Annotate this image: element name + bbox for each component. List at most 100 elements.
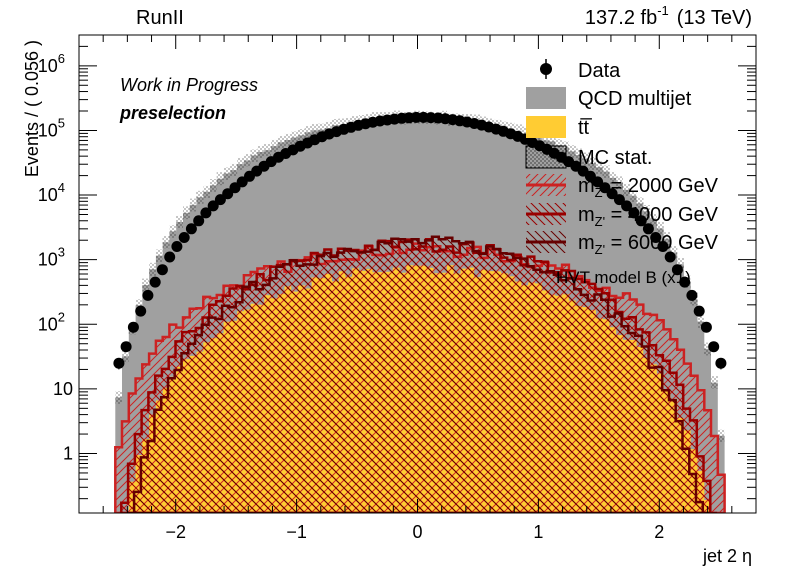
data-point: [650, 232, 662, 243]
legend-signal-2000-mass: = 2000 GeV: [605, 175, 719, 197]
data-point-marker: [120, 341, 132, 353]
data-point: [171, 241, 183, 252]
histogram-layer: [114, 110, 726, 513]
data-point: [214, 194, 226, 206]
data-point: [606, 188, 618, 200]
legend-signal-4000-mass: = 4000 GeV: [605, 204, 719, 226]
y-tick-label: 1: [63, 444, 73, 464]
data-point-marker: [635, 215, 647, 227]
y-tick-label: 105: [38, 115, 65, 140]
data-point: [599, 182, 611, 194]
data-point: [708, 341, 720, 353]
lumi-value: 137.2 fb: [585, 7, 657, 29]
legend-signal-4000-prefix: m: [578, 204, 595, 226]
data-point-marker: [671, 264, 683, 276]
data-point-marker: [200, 207, 212, 219]
data-point: [113, 357, 125, 370]
data-point-marker: [708, 341, 720, 353]
legend-mcstat: MC stat.: [525, 145, 652, 169]
x-tick-label: 2: [654, 522, 664, 542]
legend-mcstat-label: MC stat.: [578, 147, 652, 169]
data-point: [149, 276, 161, 288]
legend-ttbar-label: tt̅: [578, 117, 592, 139]
legend-model-label: HVT model B (x1): [556, 268, 691, 287]
data-point: [156, 264, 168, 276]
data-point: [207, 200, 219, 212]
legend-signal-6000-mass: = 6000 GeV: [605, 232, 719, 254]
data-point: [635, 215, 647, 227]
data-point: [642, 223, 654, 235]
axes-layer: −2 −1 0 1 2 1 10 102 103 104 105 106: [38, 34, 757, 542]
data-point-marker: [135, 305, 147, 317]
data-point: [693, 305, 705, 317]
data-point-marker: [700, 321, 712, 333]
data-point-marker: [642, 223, 654, 235]
data-point: [686, 289, 698, 301]
legend-ttbar-swatch: [526, 116, 566, 138]
data-point: [621, 200, 633, 212]
legend-signal-6000-prefix: m: [578, 232, 595, 254]
data-point: [142, 289, 154, 301]
x-tick-label: 0: [412, 522, 422, 542]
data-point: [178, 232, 190, 243]
data-point: [164, 251, 176, 263]
data-point-marker: [664, 251, 676, 263]
data-point: [628, 207, 640, 219]
legend-signal-6000-sub: Z': [595, 242, 605, 257]
legend-signal-4000-sub: Z': [595, 214, 605, 229]
data-point-marker: [650, 232, 662, 243]
data-point: [200, 207, 212, 219]
x-axis-title: jet 2 η: [702, 546, 752, 566]
legend-mcstat-swatch: [525, 145, 567, 169]
legend-signal-2000: mZ' = 2000 GeV: [526, 174, 719, 200]
legend-data-marker: [540, 63, 552, 75]
data-points-layer: [113, 111, 727, 370]
data-point-marker: [599, 182, 611, 194]
run-label: RunII: [136, 7, 184, 29]
data-point-marker: [185, 223, 197, 235]
data-point: [193, 215, 205, 227]
lumi-exponent: -1: [657, 3, 669, 18]
data-point-marker: [613, 194, 625, 206]
legend-qcd-label: QCD multijet: [578, 88, 692, 110]
data-point-marker: [171, 241, 183, 252]
legend-signal-2000-prefix: m: [578, 175, 595, 197]
lumi-label: 137.2 fb-1 (13 TeV): [585, 3, 752, 29]
data-point: [700, 321, 712, 333]
data-point: [135, 305, 147, 317]
legend-signal-6000: mZ' = 6000 GeV: [526, 231, 719, 257]
data-point: [715, 357, 727, 370]
selection-annotation: preselection: [119, 103, 226, 123]
data-point-marker: [156, 264, 168, 276]
signal-6000-fill: [127, 236, 710, 513]
y-axis-title: Events / ( 0.056 ): [22, 40, 42, 177]
legend-qcd-swatch: [526, 87, 566, 109]
data-point-marker: [679, 276, 691, 288]
data-point-marker: [207, 200, 219, 212]
legend-qcd: QCD multijet: [526, 87, 692, 110]
data-point-marker: [222, 188, 234, 200]
data-point-marker: [113, 357, 125, 369]
y-tick-label: 102: [38, 309, 65, 334]
data-point-marker: [178, 232, 190, 243]
data-point: [185, 223, 197, 235]
legend-ttbar: tt̅: [526, 116, 592, 139]
data-point: [679, 276, 691, 288]
legend: Data QCD multijet tt̅ MC stat. mZ' = 200…: [525, 59, 719, 287]
signal-6000-line: [127, 235, 710, 513]
x-tick-label: 1: [533, 522, 543, 542]
data-point: [120, 341, 132, 353]
data-point-marker: [164, 251, 176, 263]
x-tick-label: −2: [165, 522, 186, 542]
data-point-marker: [193, 215, 205, 227]
data-point-marker: [628, 207, 640, 219]
y-tick-label: 104: [38, 180, 65, 205]
legend-signal-4000: mZ' = 4000 GeV: [526, 203, 719, 229]
data-point-marker: [657, 241, 669, 252]
legend-signal-6000-label: mZ' = 6000 GeV: [578, 232, 719, 257]
data-point: [127, 321, 139, 333]
data-point-marker: [686, 289, 698, 301]
legend-data-label: Data: [578, 60, 621, 82]
data-point-marker: [693, 305, 705, 317]
